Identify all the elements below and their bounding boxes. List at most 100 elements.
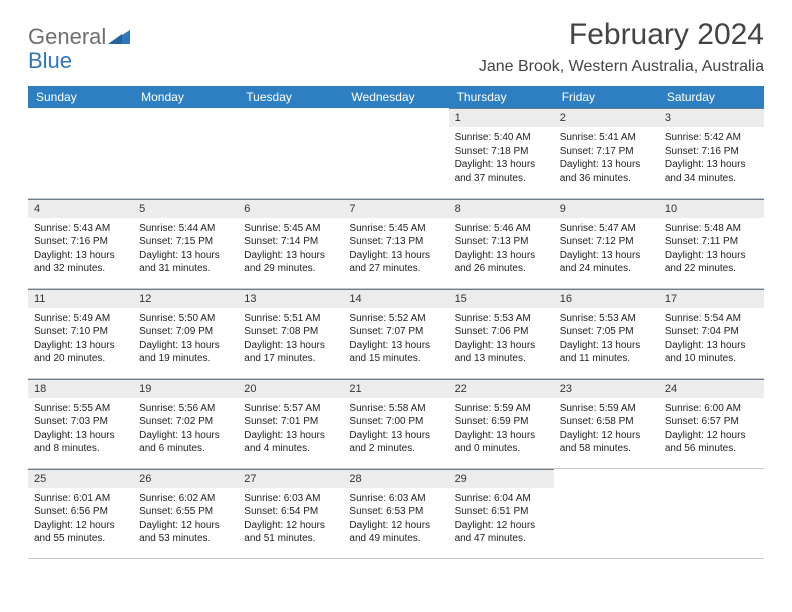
calendar-week: 1Sunrise: 5:40 AMSunset: 7:18 PMDaylight… — [28, 108, 764, 198]
sunset-text: Sunset: 7:06 PM — [455, 325, 548, 339]
calendar-day: 2Sunrise: 5:41 AMSunset: 7:17 PMDaylight… — [554, 108, 659, 198]
brand-triangle-icon — [108, 24, 130, 50]
calendar-day — [133, 108, 238, 198]
header: General February 2024 Jane Brook, Wester… — [28, 18, 764, 76]
day-info: Sunrise: 5:53 AMSunset: 7:06 PMDaylight:… — [449, 308, 554, 372]
daylight-text: Daylight: 13 hours and 10 minutes. — [665, 339, 758, 366]
sunrise-text: Sunrise: 5:50 AM — [139, 312, 232, 326]
calendar-day — [238, 108, 343, 198]
day-number: 12 — [133, 289, 238, 308]
day-info: Sunrise: 6:04 AMSunset: 6:51 PMDaylight:… — [449, 488, 554, 552]
sunrise-text: Sunrise: 5:44 AM — [139, 222, 232, 236]
calendar-day: 14Sunrise: 5:52 AMSunset: 7:07 PMDayligh… — [343, 288, 448, 378]
sunset-text: Sunset: 7:03 PM — [34, 415, 127, 429]
sunset-text: Sunset: 6:53 PM — [349, 505, 442, 519]
day-number: 3 — [659, 108, 764, 127]
day-info: Sunrise: 5:57 AMSunset: 7:01 PMDaylight:… — [238, 398, 343, 462]
day-number: 7 — [343, 199, 448, 218]
sunset-text: Sunset: 7:15 PM — [139, 235, 232, 249]
daylight-text: Daylight: 13 hours and 17 minutes. — [244, 339, 337, 366]
day-info: Sunrise: 5:46 AMSunset: 7:13 PMDaylight:… — [449, 218, 554, 282]
day-info: Sunrise: 5:49 AMSunset: 7:10 PMDaylight:… — [28, 308, 133, 372]
brand-part2: Blue — [28, 48, 72, 73]
sunrise-text: Sunrise: 5:56 AM — [139, 402, 232, 416]
sunset-text: Sunset: 7:00 PM — [349, 415, 442, 429]
daylight-text: Daylight: 13 hours and 24 minutes. — [560, 249, 653, 276]
day-number: 21 — [343, 379, 448, 398]
dow-wednesday: Wednesday — [343, 86, 448, 108]
day-info: Sunrise: 6:02 AMSunset: 6:55 PMDaylight:… — [133, 488, 238, 552]
daylight-text: Daylight: 13 hours and 22 minutes. — [665, 249, 758, 276]
daylight-text: Daylight: 12 hours and 51 minutes. — [244, 519, 337, 546]
day-info: Sunrise: 5:44 AMSunset: 7:15 PMDaylight:… — [133, 218, 238, 282]
sunrise-text: Sunrise: 5:55 AM — [34, 402, 127, 416]
daylight-text: Daylight: 13 hours and 29 minutes. — [244, 249, 337, 276]
day-number: 16 — [554, 289, 659, 308]
sunset-text: Sunset: 7:07 PM — [349, 325, 442, 339]
day-info: Sunrise: 5:41 AMSunset: 7:17 PMDaylight:… — [554, 127, 659, 191]
calendar-day — [554, 468, 659, 558]
month-title: February 2024 — [479, 18, 764, 52]
day-number: 20 — [238, 379, 343, 398]
daylight-text: Daylight: 12 hours and 53 minutes. — [139, 519, 232, 546]
calendar-day: 20Sunrise: 5:57 AMSunset: 7:01 PMDayligh… — [238, 378, 343, 468]
day-number: 29 — [449, 469, 554, 488]
day-number: 17 — [659, 289, 764, 308]
day-number: 24 — [659, 379, 764, 398]
calendar-day: 5Sunrise: 5:44 AMSunset: 7:15 PMDaylight… — [133, 198, 238, 288]
sunset-text: Sunset: 7:16 PM — [665, 145, 758, 159]
dow-tuesday: Tuesday — [238, 86, 343, 108]
calendar-day: 28Sunrise: 6:03 AMSunset: 6:53 PMDayligh… — [343, 468, 448, 558]
calendar-week: 11Sunrise: 5:49 AMSunset: 7:10 PMDayligh… — [28, 288, 764, 378]
sunrise-text: Sunrise: 5:45 AM — [349, 222, 442, 236]
sunrise-text: Sunrise: 6:01 AM — [34, 492, 127, 506]
daylight-text: Daylight: 13 hours and 15 minutes. — [349, 339, 442, 366]
daylight-text: Daylight: 13 hours and 11 minutes. — [560, 339, 653, 366]
day-number: 28 — [343, 469, 448, 488]
sunrise-text: Sunrise: 5:59 AM — [560, 402, 653, 416]
day-info: Sunrise: 5:47 AMSunset: 7:12 PMDaylight:… — [554, 218, 659, 282]
calendar-day: 13Sunrise: 5:51 AMSunset: 7:08 PMDayligh… — [238, 288, 343, 378]
day-number: 13 — [238, 289, 343, 308]
day-number: 5 — [133, 199, 238, 218]
dow-thursday: Thursday — [449, 86, 554, 108]
sunrise-text: Sunrise: 5:52 AM — [349, 312, 442, 326]
days-of-week-row: Sunday Monday Tuesday Wednesday Thursday… — [28, 86, 764, 108]
calendar-day: 12Sunrise: 5:50 AMSunset: 7:09 PMDayligh… — [133, 288, 238, 378]
sunset-text: Sunset: 7:13 PM — [455, 235, 548, 249]
day-number: 27 — [238, 469, 343, 488]
sunset-text: Sunset: 7:16 PM — [34, 235, 127, 249]
sunrise-text: Sunrise: 5:48 AM — [665, 222, 758, 236]
calendar-day: 24Sunrise: 6:00 AMSunset: 6:57 PMDayligh… — [659, 378, 764, 468]
calendar-day: 18Sunrise: 5:55 AMSunset: 7:03 PMDayligh… — [28, 378, 133, 468]
sunset-text: Sunset: 6:59 PM — [455, 415, 548, 429]
day-info: Sunrise: 6:03 AMSunset: 6:53 PMDaylight:… — [343, 488, 448, 552]
sunset-text: Sunset: 7:09 PM — [139, 325, 232, 339]
sunset-text: Sunset: 7:05 PM — [560, 325, 653, 339]
sunset-text: Sunset: 6:56 PM — [34, 505, 127, 519]
sunrise-text: Sunrise: 6:03 AM — [349, 492, 442, 506]
sunset-text: Sunset: 7:10 PM — [34, 325, 127, 339]
calendar-week: 4Sunrise: 5:43 AMSunset: 7:16 PMDaylight… — [28, 198, 764, 288]
daylight-text: Daylight: 13 hours and 36 minutes. — [560, 158, 653, 185]
sunrise-text: Sunrise: 5:49 AM — [34, 312, 127, 326]
calendar-day: 11Sunrise: 5:49 AMSunset: 7:10 PMDayligh… — [28, 288, 133, 378]
sunrise-text: Sunrise: 5:53 AM — [455, 312, 548, 326]
calendar-day — [28, 108, 133, 198]
sunset-text: Sunset: 7:17 PM — [560, 145, 653, 159]
sunset-text: Sunset: 7:11 PM — [665, 235, 758, 249]
sunrise-text: Sunrise: 5:54 AM — [665, 312, 758, 326]
sunset-text: Sunset: 6:55 PM — [139, 505, 232, 519]
dow-sunday: Sunday — [28, 86, 133, 108]
calendar-day: 7Sunrise: 5:45 AMSunset: 7:13 PMDaylight… — [343, 198, 448, 288]
sunset-text: Sunset: 7:01 PM — [244, 415, 337, 429]
daylight-text: Daylight: 13 hours and 32 minutes. — [34, 249, 127, 276]
dow-monday: Monday — [133, 86, 238, 108]
daylight-text: Daylight: 13 hours and 37 minutes. — [455, 158, 548, 185]
calendar-day: 29Sunrise: 6:04 AMSunset: 6:51 PMDayligh… — [449, 468, 554, 558]
day-info: Sunrise: 5:52 AMSunset: 7:07 PMDaylight:… — [343, 308, 448, 372]
day-info: Sunrise: 6:03 AMSunset: 6:54 PMDaylight:… — [238, 488, 343, 552]
brand-part2-wrap: Blue — [28, 48, 72, 74]
dow-saturday: Saturday — [659, 86, 764, 108]
daylight-text: Daylight: 13 hours and 26 minutes. — [455, 249, 548, 276]
